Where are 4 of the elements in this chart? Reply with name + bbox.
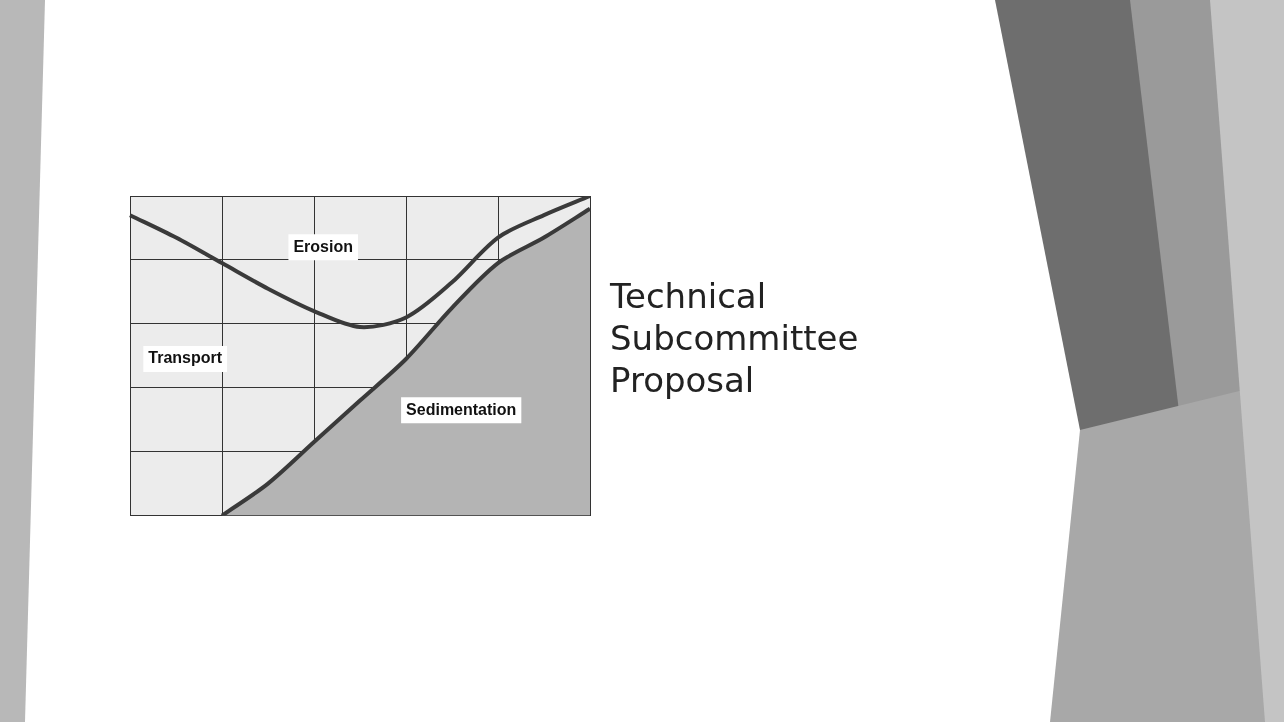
annotation: Erosion (293, 237, 353, 255)
text: Technical Subcommittee Proposal (610, 275, 860, 401)
annotation: Sedimentation (406, 400, 517, 418)
annotation: Transport (148, 349, 223, 367)
